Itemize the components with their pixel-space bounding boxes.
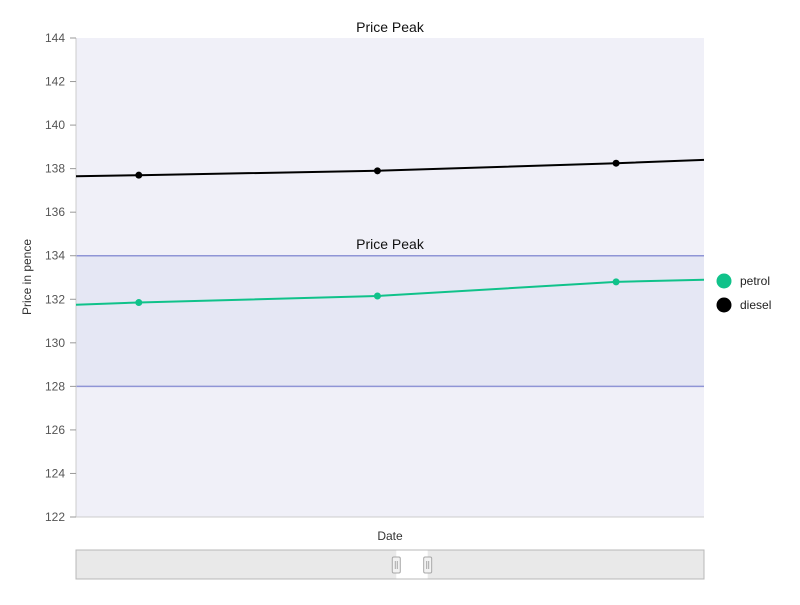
navigator-window[interactable] <box>396 550 428 579</box>
y-tick-label: 140 <box>45 118 65 132</box>
y-tick-label: 142 <box>45 75 65 89</box>
y-tick-label: 124 <box>45 466 65 480</box>
y-tick-label: 132 <box>45 292 65 306</box>
data-point-diesel <box>373 167 381 175</box>
x-axis-title: Date <box>377 529 403 543</box>
y-tick-label: 126 <box>45 423 65 437</box>
y-tick-label: 134 <box>45 249 65 263</box>
y-tick-label: 144 <box>45 31 65 45</box>
y-tick-label: 128 <box>45 379 65 393</box>
data-point-diesel <box>135 171 143 179</box>
legend-item-diesel[interactable]: diesel <box>716 297 772 313</box>
navigator-handle-left[interactable] <box>391 556 401 574</box>
data-point-petrol <box>373 292 381 300</box>
legend-marker-diesel <box>716 297 732 313</box>
navigator-handle-right[interactable] <box>423 556 433 574</box>
legend-item-petrol[interactable]: petrol <box>716 273 771 289</box>
data-point-diesel <box>612 159 620 167</box>
y-tick-label: 122 <box>45 510 65 524</box>
y-tick-label: 138 <box>45 162 65 176</box>
y-tick-label: 136 <box>45 205 65 219</box>
y-axis-title: Price in pence <box>20 239 34 315</box>
legend-label-petrol: petrol <box>740 274 770 288</box>
legend-marker-petrol <box>716 273 732 289</box>
plot-band <box>76 255 704 387</box>
plot-band-label: Price Peak <box>356 236 425 252</box>
legend-label-diesel: diesel <box>740 298 771 312</box>
data-point-petrol <box>135 299 143 307</box>
data-point-petrol <box>612 278 620 286</box>
chart-title: Price Peak <box>356 19 425 35</box>
navigator-track <box>75 549 705 580</box>
y-tick-label: 130 <box>45 336 65 350</box>
